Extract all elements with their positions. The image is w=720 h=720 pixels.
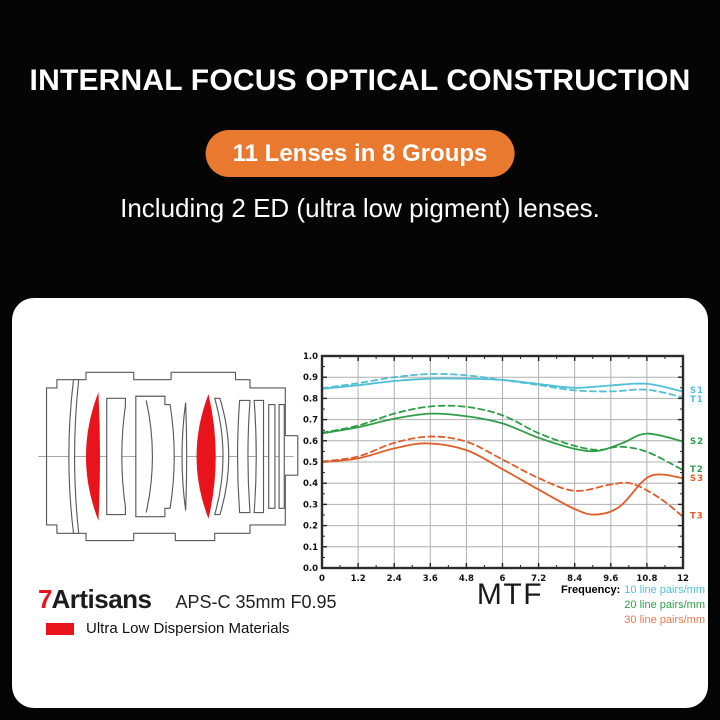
mtf-chart-svg: 0.0 0.1 0.2 0.3 0.4 0.5 0.6 0.7 0.8 0.9 1.0 0 1.2 2.4… [303, 352, 704, 584]
x-tick-label: 3.6 [423, 574, 438, 584]
series-label-t1: T1 [690, 395, 704, 405]
lens-element-10 [253, 399, 265, 514]
lens-model-label: APS-C 35mm F0.95 [175, 592, 337, 612]
y-tick-label: 0.2 [303, 522, 318, 532]
page-subtitle: Including 2 ED (ultra low pigment) lense… [120, 193, 600, 223]
mtf-curve-s3 [321, 442, 684, 516]
chart-grid [321, 355, 684, 569]
y-tick-label: 0.1 [303, 543, 318, 553]
mtf-curve-t2 [321, 404, 684, 471]
lens-construction-diagram [32, 340, 304, 550]
content-panel: 0.0 0.1 0.2 0.3 0.4 0.5 0.6 0.7 0.8 0.9 1.0 0 1.2 2.4… [12, 298, 708, 708]
x-tick-label: 12 [677, 574, 689, 584]
lens-element-7-ed [196, 394, 216, 519]
lens-count-badge: 11 Lenses in 8 Groups [205, 130, 515, 177]
frequency-legend-item-2: 20 line pairs/mm [624, 599, 705, 611]
x-tick-label: 1.2 [351, 574, 366, 584]
y-tick-label: 1.0 [303, 352, 318, 362]
lens-element-3 [106, 397, 127, 516]
y-tick-label: 0.4 [303, 479, 318, 489]
lens-barrel-outline [45, 371, 299, 542]
y-tick-label: 0.3 [303, 500, 318, 510]
mtf-curve-s2 [321, 412, 684, 453]
mtf-curve-t3 [321, 435, 684, 518]
lens-element-1 [68, 379, 80, 534]
mtf-chart: 0.0 0.1 0.2 0.3 0.4 0.5 0.6 0.7 0.8 0.9 1.0 0 1.2 2.4… [298, 348, 710, 590]
red-swatch [46, 622, 74, 635]
y-tick-label: 0.6 [303, 437, 318, 447]
chart-axis-labels: 0.0 0.1 0.2 0.3 0.4 0.5 0.6 0.7 0.8 0.9 1.0 0 1.2 2.4… [303, 352, 689, 584]
lens-element-12 [278, 403, 285, 509]
x-tick-label: 2.4 [387, 574, 402, 584]
y-tick-label: 0.8 [303, 394, 318, 404]
brand-row: 7 Artisans APS-C 35mm F0.95 [38, 584, 337, 615]
frequency-legend-label: Frequency: [561, 584, 621, 596]
frequency-legend-item-1: 10 line pairs/mm [624, 584, 705, 596]
x-tick-label: 4.8 [459, 574, 474, 584]
lens-element-6 [181, 402, 188, 511]
lens-element-2-ed [85, 392, 100, 521]
x-tick-label: 0 [319, 574, 325, 584]
y-tick-label: 0.0 [303, 564, 318, 574]
page-title: INTERNAL FOCUS OPTICAL CONSTRUCTION [29, 64, 691, 97]
series-label-t2: T2 [690, 465, 704, 475]
frequency-legend-items: 10 line pairs/mm 20 line pairs/mm 30 line … [624, 583, 705, 628]
ed-materials-row: Ultra Low Dispersion Materials [46, 620, 289, 637]
frequency-legend: Frequency: 10 line pairs/mm 20 line pairs… [561, 583, 705, 628]
y-tick-label: 0.7 [303, 416, 318, 426]
brand-logo-name: Artisans [51, 584, 152, 614]
frequency-legend-item-3: 30 line pairs/mm [624, 614, 705, 626]
lens-element-5-cement-line [145, 400, 153, 513]
series-label-s2: S2 [690, 437, 704, 447]
lens-element-4 [135, 395, 175, 518]
brand-logo-seven: 7 [38, 584, 53, 614]
chart-border [320, 354, 685, 570]
mtf-curve-t1 [321, 373, 684, 399]
x-tick-label: 6 [500, 574, 506, 584]
series-label-t3: T3 [690, 511, 704, 521]
series-label-s3: S3 [690, 474, 704, 484]
lens-element-8 [213, 397, 230, 516]
series-label-s1: S1 [690, 386, 704, 396]
x-tick-label: 9.6 [603, 574, 618, 584]
mtf-chart-title: MTF [476, 578, 544, 611]
x-tick-label: 7.2 [531, 574, 546, 584]
y-tick-label: 0.5 [303, 458, 318, 468]
lens-element-9 [237, 399, 251, 514]
x-tick-label: 10.8 [636, 574, 657, 584]
x-tick-label: 8.4 [567, 574, 582, 584]
lens-element-11 [268, 403, 276, 509]
ed-materials-label: Ultra Low Dispersion Materials [86, 620, 290, 637]
y-tick-label: 0.9 [303, 373, 318, 383]
lens-diagram-svg [38, 371, 299, 542]
